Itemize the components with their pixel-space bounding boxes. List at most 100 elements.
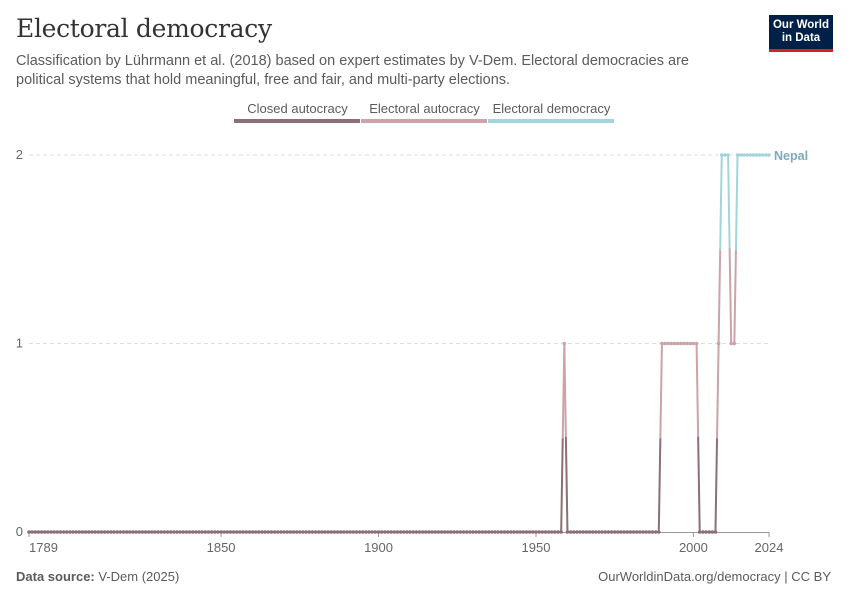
x-tick-label: 2000 [679, 540, 708, 555]
data-point [373, 530, 378, 534]
y-tick-label: 1 [16, 336, 23, 351]
data-point [96, 530, 101, 534]
series-line-segment [719, 154, 723, 251]
data-point [206, 530, 211, 534]
data-point [156, 530, 160, 534]
data-point [200, 530, 204, 534]
data-point [320, 530, 324, 534]
legend-label: Electoral autocracy [369, 101, 480, 116]
data-point [616, 530, 620, 534]
owid-logo[interactable]: Our World in Data [769, 15, 833, 52]
data-point [178, 530, 182, 534]
data-point [559, 530, 563, 534]
data-point [165, 530, 170, 534]
data-point [121, 530, 126, 534]
y-tick-label: 0 [16, 524, 23, 539]
data-point [335, 530, 340, 534]
data-point [701, 530, 705, 534]
data-point [594, 530, 598, 534]
data-point [109, 530, 113, 534]
data-point [619, 530, 623, 534]
data-point [36, 530, 41, 534]
data-point [493, 530, 497, 534]
data-point [748, 153, 752, 157]
data-point [710, 530, 715, 534]
data-point [348, 530, 352, 534]
legend: Closed autocracy Electoral autocracy Elect… [234, 101, 614, 123]
series-line-segment [727, 154, 731, 251]
data-point [203, 530, 208, 534]
x-tick-label: 2024 [755, 540, 784, 555]
data-point [250, 530, 255, 534]
data-point [364, 530, 368, 534]
data-point [395, 530, 400, 534]
x-tick-label: 1950 [522, 540, 551, 555]
series-line-segment [560, 436, 564, 533]
data-point [663, 341, 667, 346]
data-point [612, 530, 617, 534]
data-point [39, 530, 44, 534]
data-point [209, 530, 214, 534]
data-point [118, 530, 123, 534]
data-point [694, 341, 699, 346]
legend-swatch [361, 119, 487, 123]
data-point [357, 530, 362, 534]
series-line-segment [564, 436, 569, 533]
data-point [745, 153, 749, 157]
data-point [584, 530, 589, 534]
data-point [521, 530, 526, 534]
series-line-segment [695, 342, 700, 439]
chart-subtitle: Classification by Lührmann et al. (2018)… [16, 53, 689, 88]
data-point [436, 530, 441, 534]
data-point [332, 530, 337, 534]
data-point [464, 530, 469, 534]
data-point [241, 530, 245, 534]
data-point [272, 530, 277, 534]
data-point [751, 153, 756, 157]
data-point [760, 153, 765, 157]
logo-line-1: Our World [772, 19, 829, 31]
data-point [543, 530, 548, 534]
data-point [691, 341, 696, 346]
data-point [597, 530, 601, 534]
series-line-segment [714, 436, 719, 533]
series-line-segment [716, 342, 720, 439]
data-point [669, 341, 674, 346]
data-point [682, 341, 686, 346]
data-point [288, 530, 293, 534]
data-point [417, 530, 422, 534]
data-point [131, 530, 135, 534]
data-point [647, 530, 652, 534]
data-point [146, 530, 151, 534]
data-point [102, 530, 107, 534]
data-point [398, 530, 403, 534]
data-point [531, 530, 535, 534]
data-point [389, 530, 393, 534]
data-point [461, 530, 466, 534]
data-point [499, 530, 504, 534]
data-point [458, 530, 463, 534]
data-point [480, 530, 485, 534]
data-point [71, 530, 75, 534]
data-point [216, 530, 220, 534]
data-point [80, 530, 85, 534]
data-point [401, 530, 406, 534]
data-point [112, 530, 116, 534]
footer-url[interactable]: OurWorldinData.org/democracy | CC BY [598, 569, 831, 584]
data-point [726, 153, 730, 157]
data-point [764, 153, 768, 157]
data-point [370, 530, 375, 534]
data-point [93, 530, 97, 534]
logo-line-2: in Data [781, 32, 821, 44]
data-point [323, 530, 327, 534]
data-point [600, 530, 604, 534]
data-source-value[interactable]: V-Dem (2025) [98, 569, 180, 584]
legend-label: Closed autocracy [247, 101, 348, 116]
data-point [430, 530, 434, 534]
data-point [540, 530, 545, 534]
data-point [449, 530, 453, 534]
data-point [197, 530, 201, 534]
data-point [266, 530, 271, 534]
data-point [298, 530, 302, 534]
data-point [316, 530, 321, 534]
